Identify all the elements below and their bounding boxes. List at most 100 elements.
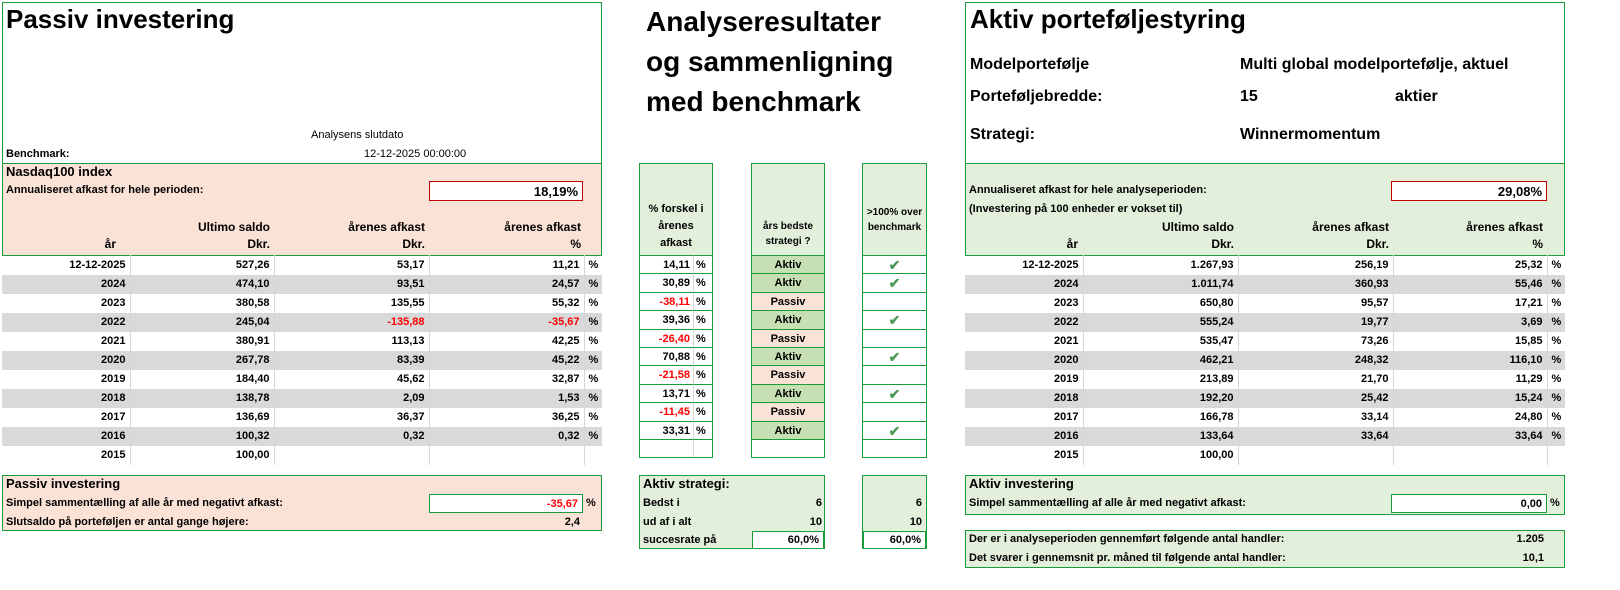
- table-row: 2018 138,78 2,09 1,53%: [2, 388, 602, 408]
- row-pct: 116,10: [1392, 350, 1547, 370]
- row-afkast: 83,39: [273, 350, 429, 370]
- diff-unit: [694, 439, 712, 458]
- row-unit: %: [583, 331, 602, 351]
- bredde-value: 15: [1240, 88, 1258, 105]
- row-unit: %: [1546, 388, 1565, 408]
- diff-value: 14,11: [640, 255, 694, 274]
- row-year: 2023: [1054, 297, 1079, 309]
- analysis-title-line3: med benchmark: [646, 86, 861, 117]
- check-icon: [863, 328, 926, 347]
- table-row: 2017 166,78 33,14 24,80%: [965, 407, 1565, 427]
- table-row: 2019 213,89 21,70 11,29%: [965, 369, 1565, 389]
- row-saldo: 184,40: [129, 369, 274, 389]
- check-icon: ✔: [863, 383, 926, 403]
- bredde-label: Porteføljebredde:: [970, 88, 1103, 105]
- active-header-afkast1: årenes afkast: [1312, 220, 1389, 234]
- index-name: Nasdaq100 index: [6, 164, 113, 179]
- row-afkast: [1237, 445, 1393, 465]
- active-header-dkr2: Dkr.: [1366, 237, 1389, 251]
- check-icon: ✔: [863, 255, 926, 274]
- row-unit: %: [583, 255, 602, 275]
- row-saldo: 650,80: [1082, 293, 1238, 313]
- row-afkast: 0,32: [273, 426, 429, 446]
- table-row: 2024 1.011,74 360,93 55,46%: [965, 274, 1565, 294]
- row-saldo: 192,20: [1082, 388, 1238, 408]
- diff-unit: %: [694, 420, 712, 439]
- row-year: 2015: [1054, 449, 1079, 461]
- row-pct: 3,69: [1392, 312, 1547, 332]
- row-pct: 45,22: [428, 350, 584, 370]
- table-row: 2019 184,40 45,62 32,87%: [2, 369, 602, 389]
- row-saldo: 527,26: [129, 255, 274, 275]
- passive-header-panel: [2, 2, 602, 164]
- row-afkast: 36,37: [273, 407, 429, 427]
- row-pct: 42,25: [428, 331, 584, 351]
- active-header-aar: år: [1066, 237, 1078, 251]
- row-unit: %: [1546, 331, 1565, 351]
- passive-neg-label: Simpel sammentælling af alle år med nega…: [6, 497, 283, 509]
- row-saldo: 267,78: [129, 350, 274, 370]
- row-pct: 24,80: [1392, 407, 1547, 427]
- row-pct: 0,32: [428, 426, 584, 446]
- row-unit: %: [1546, 369, 1565, 389]
- row-year: 2021: [1054, 335, 1079, 347]
- best-strategy-value: Aktiv: [752, 347, 824, 366]
- active-summary-title: Aktiv investering: [969, 476, 1074, 491]
- row-year: 2024: [101, 278, 126, 290]
- table-row: 2021 535,47 73,26 15,85%: [965, 331, 1565, 351]
- row-unit: %: [583, 274, 602, 294]
- diff-value: -11,45: [640, 402, 694, 421]
- row-pct: 17,21: [1392, 293, 1547, 313]
- model-label: Modelportefølje: [970, 56, 1090, 73]
- row-unit: [1546, 445, 1565, 465]
- best-strategy-value: Passiv: [752, 365, 824, 384]
- row-unit: %: [583, 407, 602, 427]
- row-afkast: 45,62: [273, 369, 429, 389]
- row-unit: %: [1546, 407, 1565, 427]
- passive-neg-unit: %: [586, 497, 596, 509]
- best-column-header: års bedste strategi ?: [762, 221, 814, 247]
- table-row: 2015 100,00: [2, 445, 602, 465]
- passive-header-dkr1: Dkr.: [247, 237, 270, 251]
- row-afkast: 360,93: [1237, 274, 1393, 294]
- row-year: 2021: [101, 335, 126, 347]
- row-afkast: 25,42: [1237, 388, 1393, 408]
- diff-value: [640, 439, 694, 458]
- row-saldo: 213,89: [1082, 369, 1238, 389]
- active-strategy-title: Aktiv strategi:: [643, 476, 730, 491]
- passive-header-aar: år: [104, 237, 116, 251]
- best-strategy-value: Passiv: [752, 291, 824, 311]
- table-row: 2017 136,69 36,37 36,25%: [2, 407, 602, 427]
- row-unit: %: [583, 369, 602, 389]
- succes-value-2: 60,0%: [863, 531, 926, 549]
- succes-label: succesrate på: [643, 534, 717, 546]
- row-year: 2016: [101, 430, 126, 442]
- active-returns-table: 12-12-2025 1.267,93 256,19 25,32% 2024 1.011,…: [965, 255, 1565, 465]
- row-year: 2018: [1054, 392, 1079, 404]
- ud-value: 10: [809, 516, 822, 528]
- handler-panel: [965, 530, 1565, 568]
- best-strategy-value: [752, 439, 824, 458]
- row-saldo: 474,10: [129, 274, 274, 294]
- row-saldo: 380,91: [129, 331, 274, 351]
- row-afkast: 256,19: [1237, 255, 1393, 275]
- row-afkast: -135,88: [273, 312, 429, 332]
- table-row: 2015 100,00: [965, 445, 1565, 465]
- row-year: 2022: [101, 316, 126, 328]
- diff-unit: %: [694, 273, 712, 292]
- active-neg-value: 0,00: [1391, 494, 1547, 513]
- best-strategy-value: Aktiv: [752, 310, 824, 329]
- strategi-label: Strategi:: [970, 126, 1035, 143]
- diff-value: 30,89: [640, 273, 694, 292]
- model-value: Multi global modelportefølje, aktuel: [1240, 56, 1509, 73]
- row-year: 12-12-2025: [69, 259, 126, 272]
- best-strategy-value: Aktiv: [752, 273, 824, 292]
- row-afkast: 19,77: [1237, 312, 1393, 332]
- row-unit: [583, 445, 602, 465]
- row-afkast: 33,14: [1237, 407, 1393, 427]
- row-saldo: 245,04: [129, 312, 274, 332]
- row-afkast: 248,32: [1237, 350, 1393, 370]
- row-pct: 33,64: [1392, 426, 1547, 446]
- active-header-pct: %: [1532, 237, 1543, 251]
- row-year: 2024: [1054, 278, 1079, 290]
